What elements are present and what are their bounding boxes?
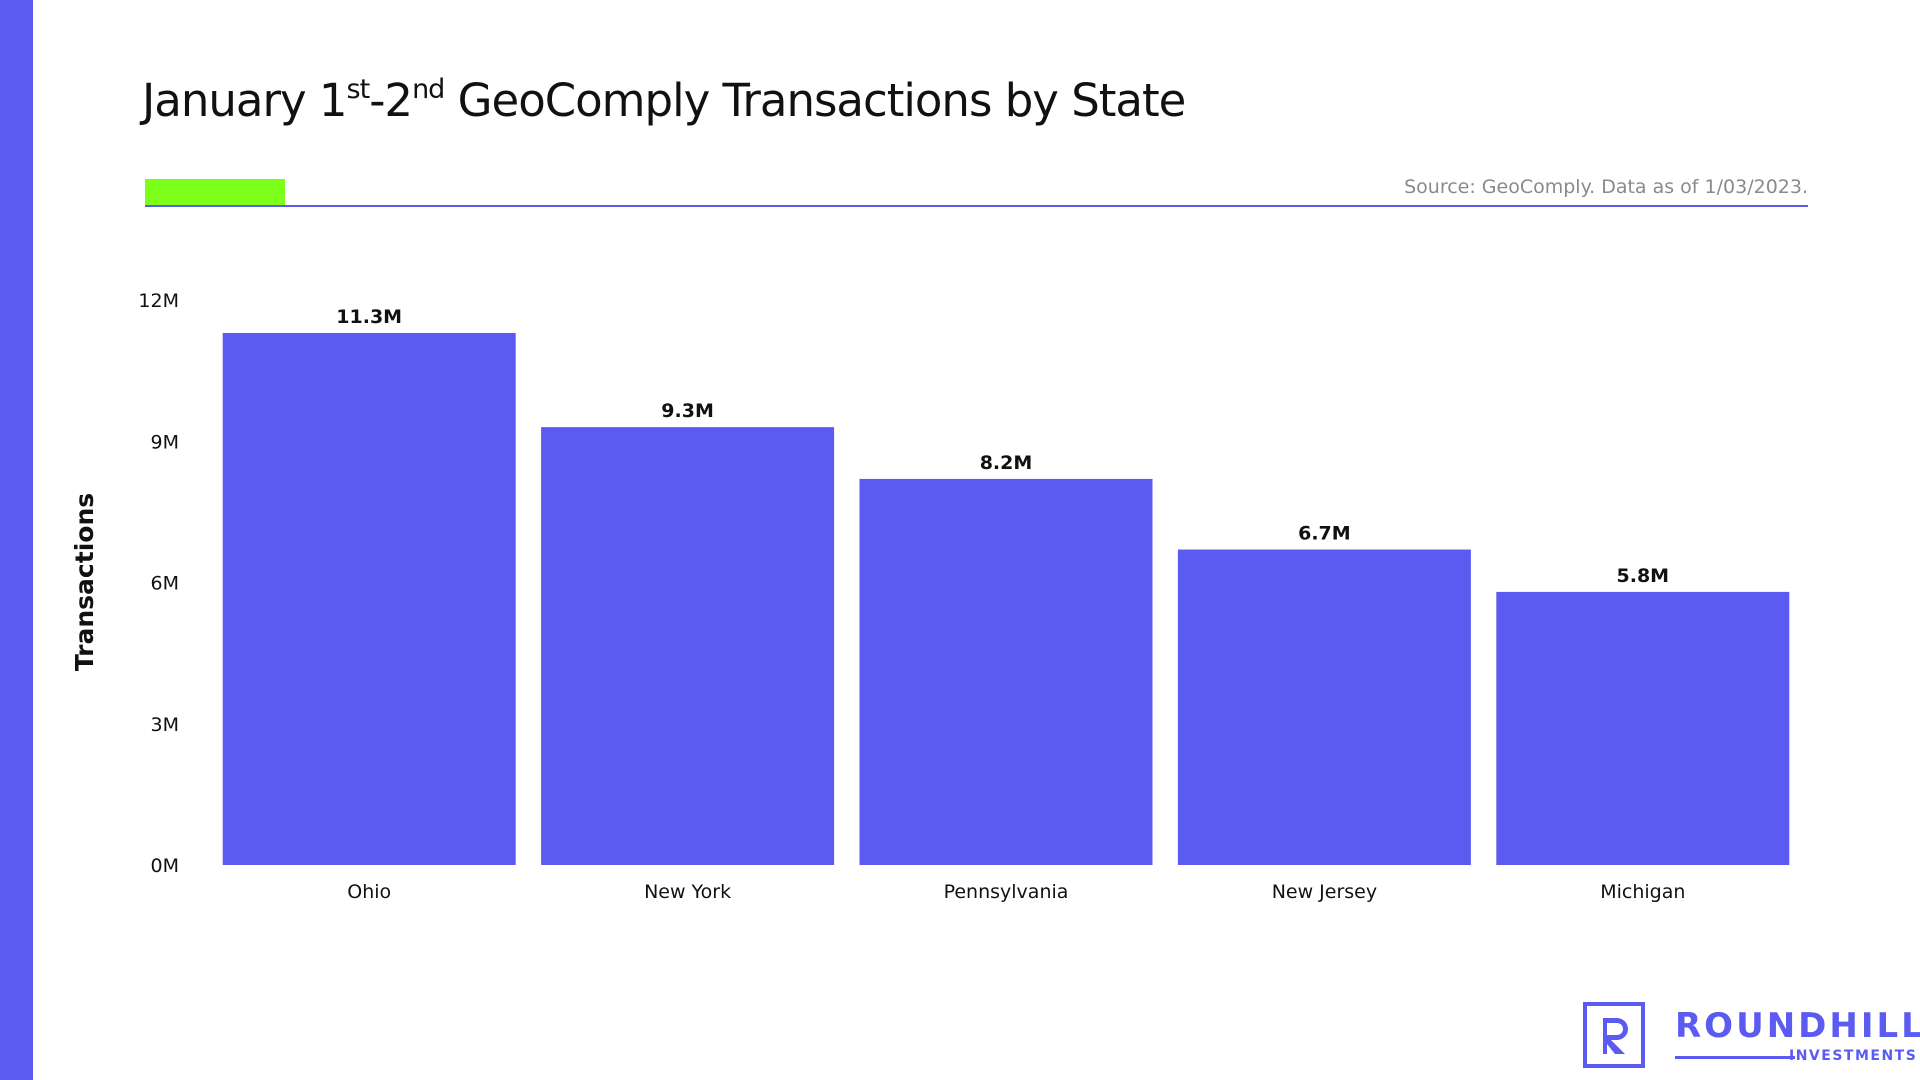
y-tick-label: 9M xyxy=(151,431,179,453)
y-axis-label-group: Transactions xyxy=(70,493,99,671)
bar-ohio xyxy=(222,332,516,865)
title-superscript-1: st xyxy=(346,74,371,105)
bar-value-label: 6.7M xyxy=(1298,523,1351,545)
y-tick-label: 3M xyxy=(151,714,179,736)
source-note: Source: GeoComply. Data as of 1/03/2023. xyxy=(1404,176,1808,198)
bar-value-label: 5.8M xyxy=(1617,565,1670,587)
x-category-label: Pennsylvania xyxy=(944,881,1069,903)
header-divider xyxy=(145,205,1808,207)
roundhill-logo: ROUNDHILL INVESTMENTS xyxy=(1583,1002,1920,1074)
logo-mark xyxy=(1583,1002,1645,1068)
bar-new-jersey xyxy=(1177,549,1471,865)
y-axis-label: Transactions xyxy=(70,493,99,671)
bar-michigan xyxy=(1496,591,1790,865)
bar-value-label: 9.3M xyxy=(661,400,714,422)
title-superscript-2: nd xyxy=(412,74,445,105)
bar-new-york xyxy=(541,427,835,865)
x-category-label: New Jersey xyxy=(1272,881,1377,903)
logo-subtitle: INVESTMENTS xyxy=(1789,1048,1918,1064)
title-part-3: GeoComply Transactions by State xyxy=(444,74,1187,127)
y-axis-ticks: 0M 3M 6M 9M 12M xyxy=(138,290,179,877)
logo-wordmark: ROUNDHILL xyxy=(1675,1006,1920,1046)
left-accent-stripe xyxy=(0,0,33,1080)
x-axis-categories: Ohio New York Pennsylvania New Jersey Michig… xyxy=(347,881,1685,903)
bar-value-label: 8.2M xyxy=(980,452,1033,474)
x-category-label: Ohio xyxy=(347,881,391,903)
bar-pennsylvania xyxy=(859,478,1153,865)
value-labels: 11.3M 9.3M 8.2M 6.7M 5.8M xyxy=(336,306,1669,587)
x-category-label: Michigan xyxy=(1600,881,1685,903)
y-tick-label: 12M xyxy=(138,290,179,312)
y-tick-label: 0M xyxy=(151,855,179,877)
logo-underline xyxy=(1675,1056,1795,1059)
logo-r-icon xyxy=(1603,1018,1628,1054)
chart-title: January 1st-2nd GeoComply Transactions b… xyxy=(142,74,1187,127)
x-category-label: New York xyxy=(644,881,731,903)
y-tick-label: 6M xyxy=(151,573,179,595)
bars xyxy=(222,332,1790,865)
title-accent-bar xyxy=(145,179,285,205)
title-part-1: January 1 xyxy=(142,74,348,127)
title-part-2: -2 xyxy=(369,74,413,127)
bar-value-label: 11.3M xyxy=(336,306,402,328)
